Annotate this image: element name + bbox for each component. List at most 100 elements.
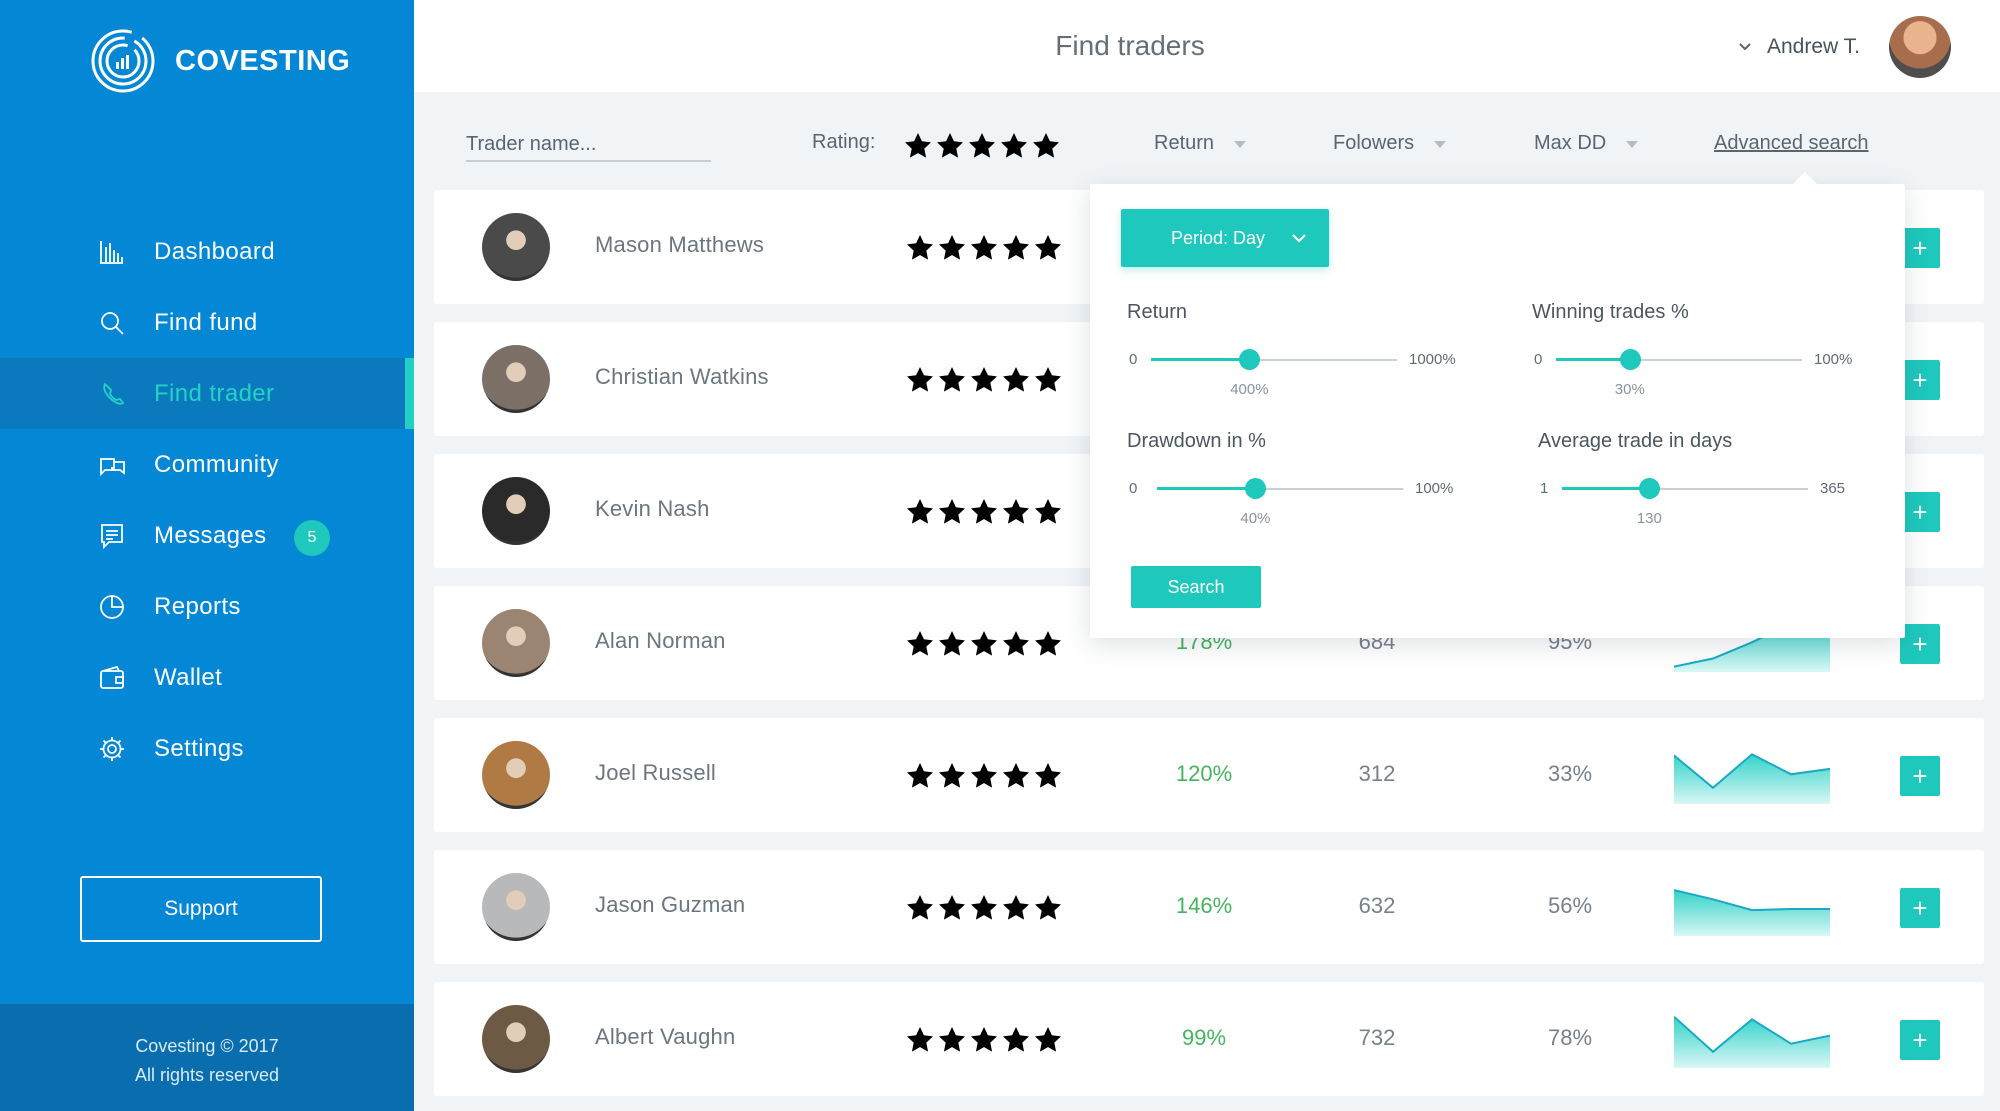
slider-fill (1562, 487, 1650, 490)
star-filled-icon (939, 631, 965, 656)
search-icon (98, 309, 126, 337)
star-filled-icon (1035, 763, 1061, 788)
sidebar: COVESTING Dashboard Find fund Find trade… (0, 0, 414, 1111)
trader-followers: 632 (1358, 893, 1396, 918)
trader-rating (904, 364, 1064, 396)
trader-row[interactable]: Jason Guzman 146% 632 56% + (434, 850, 1984, 964)
sidebar-item-find-trader[interactable]: Find trader (0, 358, 414, 429)
drawdown-slider-title: Drawdown in % (1127, 430, 1266, 452)
search-button[interactable]: Search (1131, 566, 1261, 608)
sidebar-item-label: Find trader (154, 379, 275, 407)
slider-handle[interactable] (1245, 478, 1267, 499)
slider-min-label: 0 (1534, 351, 1543, 368)
return-sort[interactable]: Return (1154, 132, 1247, 155)
trader-avatar[interactable] (482, 213, 550, 281)
trader-avatar[interactable] (482, 345, 550, 413)
star-empty-icon (1003, 631, 1029, 656)
sidebar-item-settings[interactable]: Settings (0, 713, 414, 784)
star-filled-icon (939, 499, 965, 524)
star-filled-icon (905, 133, 931, 158)
slider-handle[interactable] (1619, 349, 1641, 370)
sidebar-item-label: Community (154, 450, 279, 478)
star-filled-icon (971, 631, 997, 656)
star-filled-icon (907, 895, 933, 920)
gear-icon (98, 735, 126, 763)
star-filled-icon (939, 367, 965, 392)
avg-trade-slider: Average trade in days 1 365 130 (1538, 430, 1898, 530)
trader-avatar[interactable] (482, 1005, 550, 1073)
add-trader-button[interactable]: + (1900, 888, 1940, 928)
add-trader-button[interactable]: + (1900, 492, 1940, 532)
trader-sparkline (1674, 753, 1830, 804)
trader-rating (904, 892, 1064, 924)
trader-avatar[interactable] (482, 741, 550, 809)
user-avatar[interactable] (1889, 16, 1951, 78)
user-menu[interactable]: Andrew T. (1737, 16, 1951, 78)
add-trader-button[interactable]: + (1900, 756, 1940, 796)
star-filled-icon (1003, 763, 1029, 788)
trader-followers: 732 (1358, 1025, 1396, 1050)
sidebar-item-dashboard[interactable]: Dashboard (0, 216, 414, 287)
slider-track (1157, 488, 1403, 490)
sidebar-item-community[interactable]: Community (0, 429, 414, 500)
trader-name[interactable]: Alan Norman (595, 628, 726, 653)
star-filled-icon (1003, 235, 1029, 260)
winning-trades-slider: Winning trades % 0 100% 30% (1532, 301, 1892, 401)
messages-count-badge: 5 (294, 520, 330, 556)
sidebar-item-messages[interactable]: Messages 5 (0, 500, 414, 571)
trader-row[interactable]: Albert Vaughn 99% 732 78% + (434, 982, 1984, 1096)
trader-avatar[interactable] (482, 477, 550, 545)
period-dropdown[interactable]: Period: Day (1121, 209, 1329, 267)
sidebar-item-reports[interactable]: Reports (0, 571, 414, 642)
drawdown-slider: Drawdown in % 0 100% 40% (1127, 430, 1487, 530)
star-filled-icon (939, 763, 965, 788)
star-filled-icon (971, 1027, 997, 1052)
return-sort-label: Return (1154, 132, 1215, 154)
bar-chart-icon (98, 238, 126, 266)
slider-handle[interactable] (1639, 478, 1661, 499)
trader-row[interactable]: Joel Russell 120% 312 33% + (434, 718, 1984, 832)
trader-name[interactable]: Mason Matthews (595, 232, 765, 257)
trader-avatar[interactable] (482, 873, 550, 941)
filter-bar: Rating: Return Folowers Max DD Advanced … (414, 92, 2000, 188)
star-empty-icon (1035, 235, 1061, 260)
trader-return: 146% (1175, 893, 1233, 918)
trader-icon (98, 380, 126, 408)
support-button[interactable]: Support (80, 876, 322, 942)
slider-min-label: 0 (1129, 480, 1138, 497)
rating-filter-stars[interactable] (902, 130, 1062, 162)
trader-rating (904, 232, 1064, 264)
trader-name[interactable]: Jason Guzman (595, 892, 746, 917)
sidebar-item-label: Reports (154, 592, 241, 620)
community-icon (98, 451, 126, 479)
trader-name[interactable]: Kevin Nash (595, 496, 710, 521)
star-filled-icon (939, 1027, 965, 1052)
sort-caret-icon (1234, 141, 1247, 148)
sidebar-item-wallet[interactable]: Wallet (0, 642, 414, 713)
return-slider: Return 0 1000% 400% (1127, 301, 1487, 401)
sidebar-item-label: Settings (154, 734, 244, 762)
followers-sort[interactable]: Folowers (1333, 132, 1447, 155)
slider-min-label: 0 (1129, 351, 1138, 368)
trader-name[interactable]: Joel Russell (595, 760, 717, 785)
star-empty-icon (1035, 499, 1061, 524)
brand[interactable]: COVESTING (90, 28, 350, 94)
add-trader-button[interactable]: + (1900, 360, 1940, 400)
return-slider-title: Return (1127, 301, 1188, 323)
add-trader-button[interactable]: + (1900, 624, 1940, 664)
star-filled-icon (939, 895, 965, 920)
maxdd-sort[interactable]: Max DD (1534, 132, 1639, 155)
star-filled-icon (937, 133, 963, 158)
add-trader-button[interactable]: + (1900, 228, 1940, 268)
slider-handle[interactable] (1239, 349, 1261, 370)
trader-name[interactable]: Albert Vaughn (595, 1024, 736, 1049)
slider-min-label: 1 (1540, 480, 1549, 497)
add-trader-button[interactable]: + (1900, 1020, 1940, 1060)
trader-avatar[interactable] (482, 609, 550, 677)
star-filled-icon (907, 235, 933, 260)
trader-name[interactable]: Christian Watkins (595, 364, 769, 389)
sidebar-item-find-fund[interactable]: Find fund (0, 287, 414, 358)
slider-track (1556, 359, 1802, 361)
advanced-search-link[interactable]: Advanced search (1714, 132, 1869, 154)
trader-name-input[interactable] (466, 132, 711, 162)
